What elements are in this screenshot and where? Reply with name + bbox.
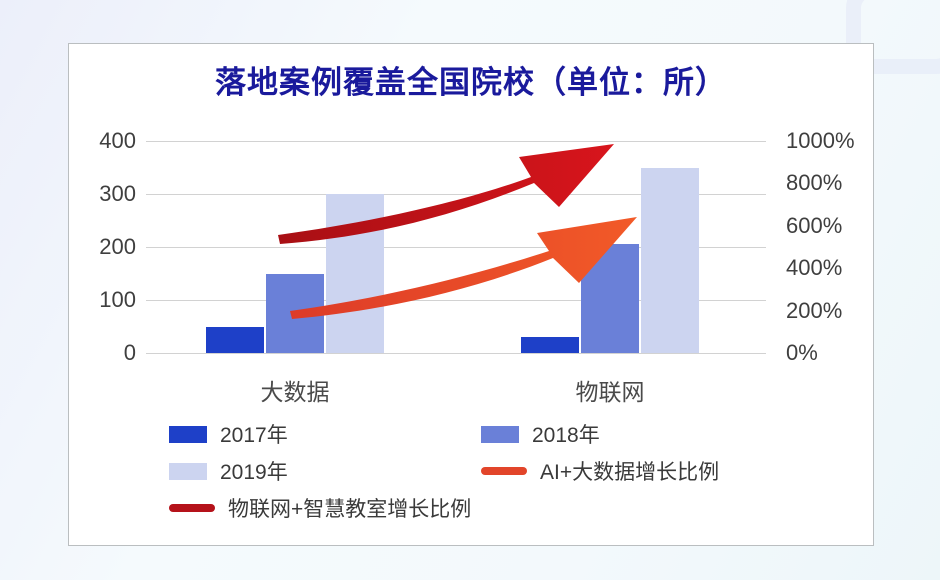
legend-item: 物联网+智慧教室增长比例 <box>169 495 481 521</box>
legend-label: 2017年 <box>220 424 288 447</box>
y-axis-left-tick: 400 <box>99 128 136 153</box>
y-axis-left-tick: 100 <box>99 287 136 312</box>
y-axis-right-tick: 1000% <box>786 128 855 153</box>
legend-swatch <box>481 467 527 475</box>
bar-s1-c0 <box>266 273 324 353</box>
legend-label: 2018年 <box>532 424 600 447</box>
y-axis-right-tick: 600% <box>786 212 843 238</box>
x-axis-label: 物联网 <box>575 379 645 405</box>
y-axis-left-tick: 200 <box>99 234 136 259</box>
legend-item: 2017年 <box>169 421 481 447</box>
legend-item: 2019年 <box>169 458 481 484</box>
chart-card: 落地案例覆盖全国院校（单位：所） 大数据 物联网 2017年 2018年 2019年 A… <box>68 43 874 546</box>
y-axis-right-tick: 0% <box>786 340 818 365</box>
bar-group <box>521 167 699 353</box>
chart-legend: 2017年 2018年 2019年 AI+大数据增长比例物联网+智慧教室增长比例 <box>169 421 819 521</box>
legend-swatch <box>481 425 519 443</box>
legend-swatch <box>169 504 215 512</box>
legend-label: AI+大数据增长比例 <box>540 461 720 484</box>
legend-label: 2019年 <box>220 461 288 484</box>
bar-s2-c1 <box>641 167 699 353</box>
x-axis-label: 大数据 <box>260 379 330 405</box>
legend-item: AI+大数据增长比例 <box>481 458 819 484</box>
chart-title: 落地案例覆盖全国院校（单位：所） <box>215 65 727 100</box>
y-axis-left-tick: 0 <box>123 340 136 365</box>
bar-s1-c1 <box>581 244 639 353</box>
gridline <box>146 141 766 142</box>
y-axis-right-tick: 200% <box>786 297 843 323</box>
bar-group <box>206 194 384 353</box>
bar-s2-c0 <box>326 194 384 353</box>
plot-area: 大数据 物联网 <box>146 141 766 405</box>
bar-s0-c1 <box>521 337 579 353</box>
legend-label: 物联网+智慧教室增长比例 <box>228 498 472 521</box>
y-axis-left-tick: 300 <box>99 181 136 206</box>
legend-swatch <box>169 425 207 443</box>
y-axis-right-tick: 400% <box>786 255 843 281</box>
gridline <box>146 353 766 354</box>
legend-item: 2018年 <box>481 421 819 447</box>
y-axis-right-tick: 800% <box>786 170 843 196</box>
legend-swatch <box>169 462 207 480</box>
bar-s0-c0 <box>206 326 264 353</box>
